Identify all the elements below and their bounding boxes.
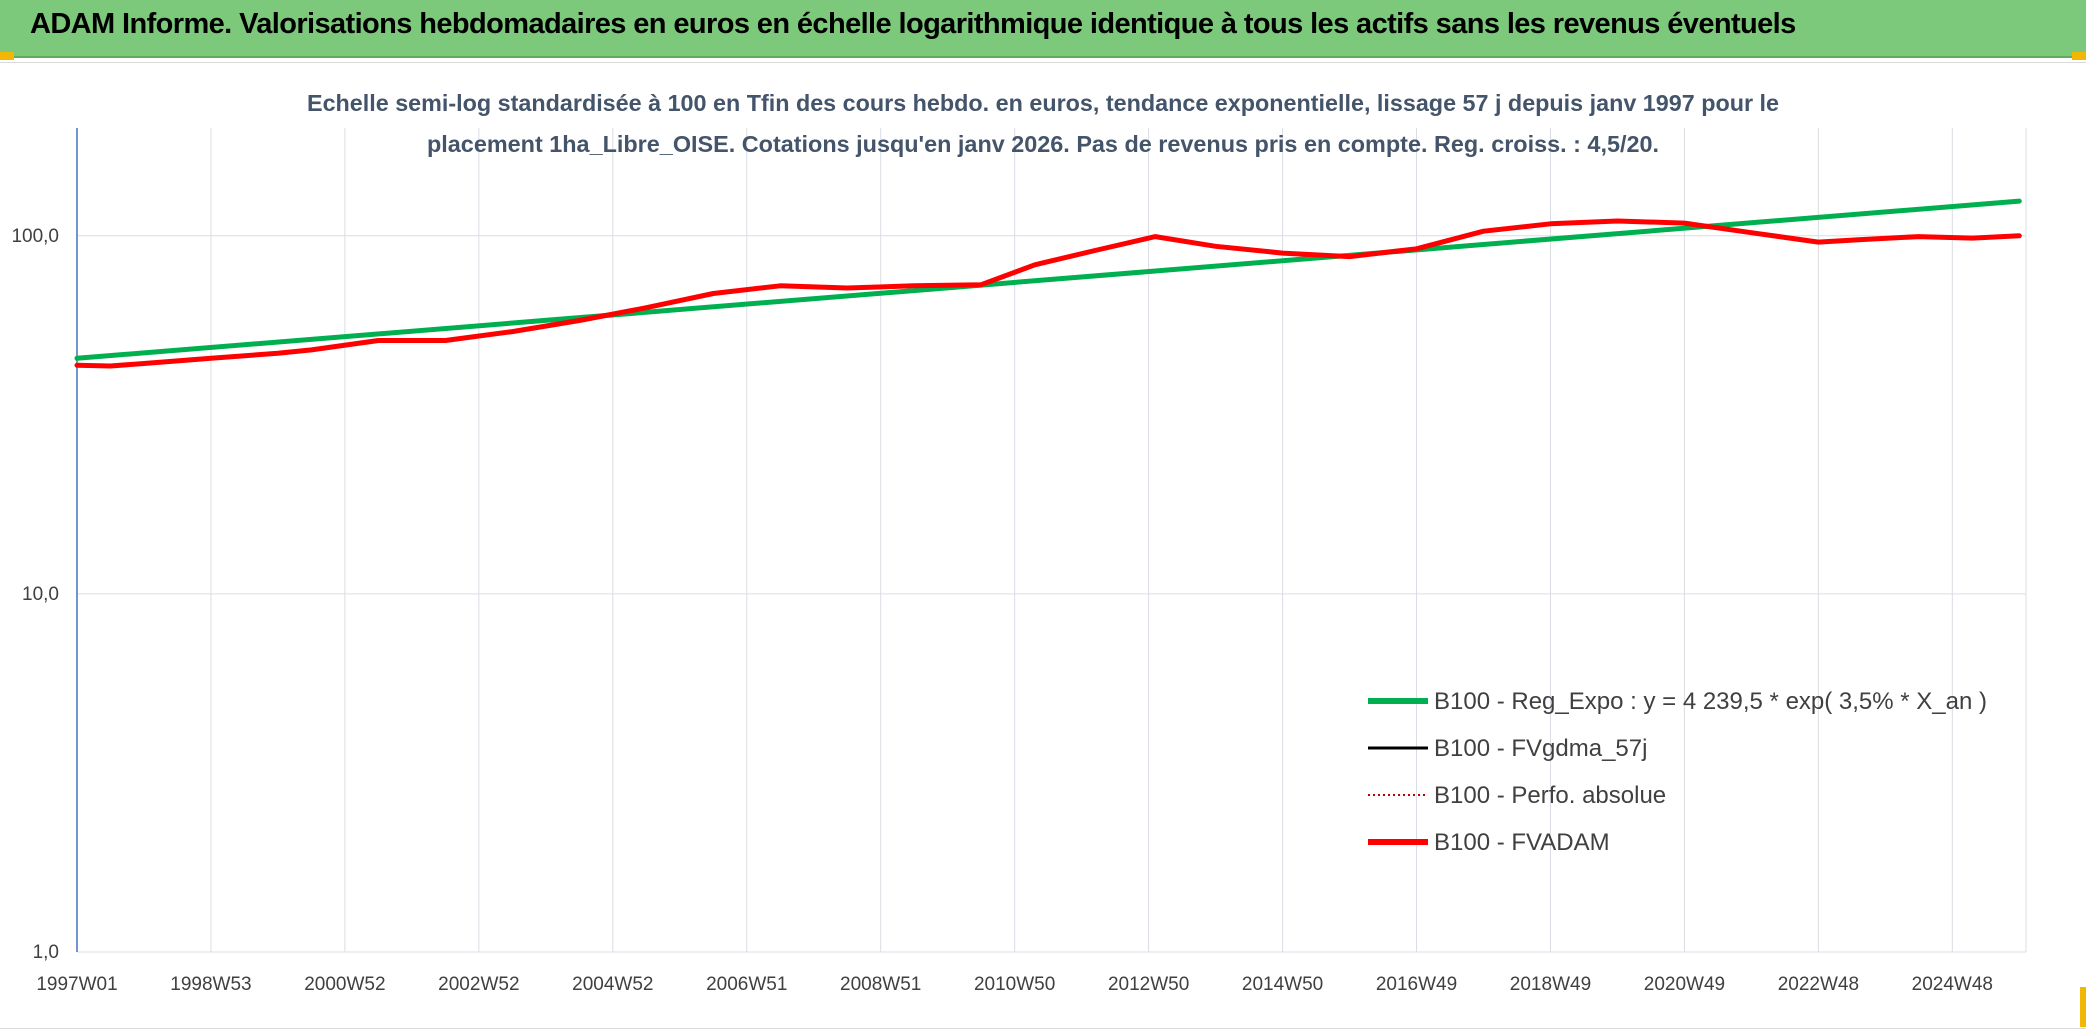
x-tick-label: 2008W51 — [840, 974, 921, 995]
y-tick-label: 100,0 — [11, 226, 59, 247]
y-tick-label: 10,0 — [22, 584, 59, 605]
x-tick-label: 2022W48 — [1778, 974, 1859, 995]
legend-label: B100 - FVgdma_57j — [1434, 735, 1647, 762]
axis-layer: 1997W01 1998W53 2000W52 2002W52 2004W52 2006W… — [11, 128, 1993, 995]
x-tick-label: 1997W01 — [36, 974, 117, 995]
header-bar: ADAM Informe. Valorisations hebdomadaire… — [0, 0, 2086, 58]
series-line-0 — [74, 198, 2022, 361]
x-tick-label: 2014W50 — [1242, 974, 1323, 995]
series-layer — [74, 198, 2022, 369]
x-tick-label: 1998W53 — [170, 974, 251, 995]
x-tick-label: 2016W49 — [1376, 974, 1457, 995]
x-tick-label: 2024W48 — [1912, 974, 1993, 995]
y-tick-label: 1,0 — [33, 942, 59, 963]
x-tick-label: 2012W50 — [1108, 974, 1189, 995]
corner-mark-bottom-right — [2080, 987, 2086, 1027]
legend-label: B100 - Reg_Expo : y = 4 239,5 * exp( 3,5… — [1434, 688, 1987, 715]
chart-title: Echelle semi-log standardisée à 100 en T… — [307, 90, 1779, 157]
x-tick-label: 2010W50 — [974, 974, 1055, 995]
series-line-3 — [74, 218, 2022, 369]
x-tick-label: 2002W52 — [438, 974, 519, 995]
frame-top-line — [0, 62, 2086, 63]
x-tick-label: 2006W51 — [706, 974, 787, 995]
legend-label: B100 - Perfo. absolue — [1434, 782, 1666, 809]
chart-title-line: Echelle semi-log standardisée à 100 en T… — [307, 90, 1779, 116]
x-tick-label: 2004W52 — [572, 974, 653, 995]
legend: B100 - Reg_Expo : y = 4 239,5 * exp( 3,5… — [1368, 688, 1987, 856]
x-tick-label: 2018W49 — [1510, 974, 1591, 995]
chart-title-line: placement 1ha_Libre_OISE. Cotations jusq… — [427, 131, 1659, 157]
corner-mark-top-left — [0, 52, 14, 60]
legend-label: B100 - FVADAM — [1434, 829, 1610, 856]
frame-bottom-line — [0, 1028, 2086, 1029]
page-title: ADAM Informe. Valorisations hebdomadaire… — [30, 8, 1796, 40]
x-tick-label: 2020W49 — [1644, 974, 1725, 995]
x-tick-label: 2000W52 — [304, 974, 385, 995]
grid-layer — [77, 128, 2027, 953]
corner-mark-top-right — [2072, 52, 2086, 60]
